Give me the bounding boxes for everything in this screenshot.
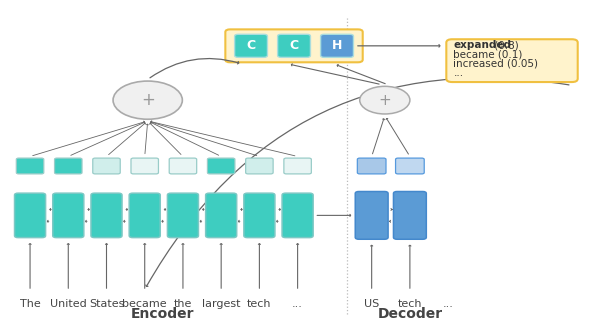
FancyBboxPatch shape [355, 192, 388, 239]
FancyBboxPatch shape [395, 158, 424, 174]
Text: expanded: expanded [454, 40, 511, 50]
FancyBboxPatch shape [16, 158, 44, 174]
FancyBboxPatch shape [169, 158, 197, 174]
Text: increased (0.05): increased (0.05) [454, 59, 538, 69]
FancyBboxPatch shape [282, 193, 313, 238]
Text: United: United [50, 299, 86, 309]
Text: C: C [289, 39, 299, 52]
Text: +: + [379, 93, 391, 108]
FancyBboxPatch shape [14, 193, 46, 238]
Text: became (0.1): became (0.1) [454, 49, 523, 59]
Text: became: became [122, 299, 167, 309]
FancyBboxPatch shape [446, 39, 578, 82]
FancyBboxPatch shape [167, 193, 199, 238]
Text: (0.8): (0.8) [491, 40, 519, 50]
FancyBboxPatch shape [358, 158, 386, 174]
Text: H: H [332, 39, 342, 52]
Circle shape [113, 81, 182, 119]
Text: ...: ... [292, 299, 303, 309]
Text: Decoder: Decoder [378, 307, 443, 321]
FancyBboxPatch shape [235, 34, 268, 57]
Text: +: + [141, 91, 155, 109]
Text: C: C [247, 39, 256, 52]
Text: largest: largest [202, 299, 241, 309]
Text: The: The [20, 299, 40, 309]
FancyBboxPatch shape [129, 193, 160, 238]
FancyBboxPatch shape [394, 192, 427, 239]
FancyBboxPatch shape [93, 158, 120, 174]
FancyBboxPatch shape [278, 34, 310, 57]
Text: States: States [89, 299, 124, 309]
FancyBboxPatch shape [91, 193, 122, 238]
FancyBboxPatch shape [244, 193, 275, 238]
FancyBboxPatch shape [284, 158, 311, 174]
FancyBboxPatch shape [53, 193, 84, 238]
Text: US: US [364, 299, 379, 309]
FancyBboxPatch shape [55, 158, 82, 174]
Text: ...: ... [454, 68, 464, 78]
Text: tech: tech [398, 299, 422, 309]
Text: the: the [174, 299, 192, 309]
Circle shape [360, 86, 410, 114]
FancyBboxPatch shape [320, 34, 353, 57]
Text: tech: tech [247, 299, 272, 309]
FancyBboxPatch shape [131, 158, 158, 174]
FancyBboxPatch shape [245, 158, 273, 174]
FancyBboxPatch shape [208, 158, 235, 174]
Text: Encoder: Encoder [131, 307, 194, 321]
FancyBboxPatch shape [206, 193, 236, 238]
FancyBboxPatch shape [226, 29, 363, 62]
Text: ...: ... [443, 299, 454, 309]
